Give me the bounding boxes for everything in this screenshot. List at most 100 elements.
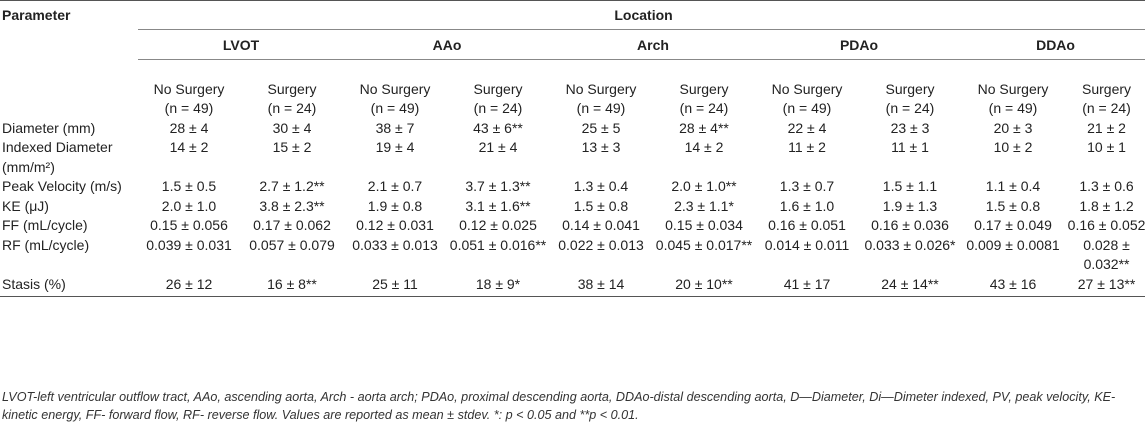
group-n: (n = 49) xyxy=(164,100,214,116)
value-cell: 10 ± 2 xyxy=(993,139,1033,155)
value-cell: 2.0 ± 1.0 xyxy=(161,197,217,214)
site-header-lvot: LVOT xyxy=(138,29,344,60)
group-header-cell: Surgery (n = 24) xyxy=(1064,59,1145,119)
group-header-cell: Surgery (n = 24) xyxy=(858,59,962,119)
value-cell: 23 ± 3 xyxy=(890,119,930,136)
value-cell: 0.16 ± 0.036 xyxy=(871,217,949,233)
parameter-cell: FF (mL/cycle) xyxy=(2,217,88,233)
site-header-ddao: DDAo xyxy=(962,29,1145,60)
value-cell: 18 ± 9* xyxy=(446,274,550,297)
value-cell: 21 ± 2 xyxy=(1087,119,1126,136)
value-cell: 26 ± 12 xyxy=(138,274,240,297)
results-table: Parameter Location LVOT AAo Arch PDAo DD… xyxy=(0,0,1145,297)
value-cell: 1.5 ± 1.1 xyxy=(882,178,938,194)
site-header-pdao: PDAo xyxy=(756,29,962,60)
value-cell: 0.17 ± 0.062 xyxy=(253,217,331,233)
value-cell: 19 ± 4 xyxy=(375,139,415,155)
group-header-cell: No Surgery (n = 49) xyxy=(550,59,652,119)
group-name: No Surgery xyxy=(153,80,225,97)
value-cell: 3.7 ± 1.3** xyxy=(465,178,531,194)
value-cell: 25 ± 11 xyxy=(344,274,446,297)
value-cell: 1.6 ± 1.0 xyxy=(779,197,835,214)
value-cell: 20 ± 10** xyxy=(652,274,756,297)
value-cell: 1.5 ± 0.8 xyxy=(573,197,629,214)
value-cell: 13 ± 3 xyxy=(581,139,621,155)
group-name: Surgery xyxy=(885,80,935,97)
value-cell: 22 ± 4 xyxy=(787,119,827,136)
group-name: No Surgery xyxy=(565,80,637,97)
value-cell: 38 ± 7 xyxy=(375,119,415,136)
value-cell: 0.028 ± 0.032** xyxy=(1083,236,1130,273)
value-cell: 1.3 ± 0.4 xyxy=(573,178,629,194)
value-cell: 1.5 ± 0.5 xyxy=(161,178,217,194)
value-cell: 3.1 ± 1.6** xyxy=(465,197,531,214)
value-cell: 0.12 ± 0.025 xyxy=(459,217,537,233)
group-name: Surgery xyxy=(473,80,523,97)
group-n: (n = 24) xyxy=(473,100,523,116)
site-header-arch: Arch xyxy=(550,29,756,60)
group-name: No Surgery xyxy=(977,80,1049,97)
value-cell: 15 ± 2 xyxy=(272,139,312,155)
value-cell: 0.033 ± 0.013 xyxy=(352,236,438,253)
site-header-aao: AAo xyxy=(344,29,550,60)
parameter-cell: KE (μJ) xyxy=(2,197,49,214)
group-header-cell: No Surgery (n = 49) xyxy=(344,59,446,119)
value-cell: 43 ± 6** xyxy=(473,119,523,136)
value-cell: 21 ± 4 xyxy=(478,139,518,155)
value-cell: 10 ± 1 xyxy=(1087,139,1126,155)
value-cell: 11 ± 2 xyxy=(788,139,826,155)
group-header-cell: No Surgery (n = 49) xyxy=(138,59,240,119)
value-cell: 0.17 ± 0.049 xyxy=(974,217,1052,233)
value-cell: 1.1 ± 0.4 xyxy=(985,178,1041,194)
group-n: (n = 49) xyxy=(576,100,626,116)
group-header-cell: No Surgery (n = 49) xyxy=(962,59,1064,119)
table-row: FF (mL/cycle) 0.15 ± 0.056 0.17 ± 0.062 0.1… xyxy=(0,216,1145,236)
value-cell: 0.15 ± 0.056 xyxy=(150,217,228,233)
value-cell: 0.16 ± 0.052 xyxy=(1067,217,1145,233)
group-n: (n = 24) xyxy=(679,100,729,116)
value-cell: 0.045 ± 0.017** xyxy=(655,236,753,253)
group-name: Surgery xyxy=(267,80,317,97)
value-cell: 41 ± 17 xyxy=(756,274,858,297)
value-cell: 2.7 ± 1.2** xyxy=(259,178,325,194)
value-cell: 2.3 ± 1.1* xyxy=(674,197,734,214)
parameter-cell: Peak Velocity (m/s) xyxy=(2,178,122,194)
group-name: Surgery xyxy=(679,80,729,97)
value-cell: 1.3 ± 0.6 xyxy=(1079,178,1134,194)
parameter-cell: Diameter (mm) xyxy=(2,119,96,136)
group-header-cell: Surgery (n = 24) xyxy=(652,59,756,119)
table-row: Diameter (mm) 28 ± 4 30 ± 4 38 ± 7 43 ± 6** 2… xyxy=(0,119,1145,139)
value-cell: 1.9 ± 1.3 xyxy=(882,197,938,214)
group-header-cell: No Surgery (n = 49) xyxy=(756,59,858,119)
value-cell: 0.051 ± 0.016** xyxy=(449,236,547,253)
value-cell: 2.0 ± 1.0** xyxy=(671,178,737,194)
value-cell: 0.033 ± 0.026* xyxy=(864,236,956,253)
value-cell: 0.014 ± 0.011 xyxy=(764,236,850,253)
value-cell: 0.14 ± 0.041 xyxy=(562,217,640,233)
group-n: (n = 24) xyxy=(267,100,317,116)
location-header: Location xyxy=(138,0,1145,30)
value-cell: 0.12 ± 0.031 xyxy=(356,217,434,233)
value-cell: 3.8 ± 2.3** xyxy=(259,197,325,214)
parameter-cell: Stasis (%) xyxy=(0,274,138,297)
parameter-header: Parameter xyxy=(2,7,71,23)
value-cell: 0.15 ± 0.034 xyxy=(665,217,743,233)
value-cell: 24 ± 14** xyxy=(858,274,962,297)
group-name: Surgery xyxy=(1082,80,1132,97)
group-n: (n = 49) xyxy=(988,100,1038,116)
value-cell: 25 ± 5 xyxy=(581,119,621,136)
value-cell: 1.5 ± 0.8 xyxy=(985,197,1041,214)
table-body: Diameter (mm) 28 ± 4 30 ± 4 38 ± 7 43 ± 6** 2… xyxy=(0,119,1145,297)
table-row: RF (mL/cycle) 0.039 ± 0.031 0.057 ± 0.079 0… xyxy=(0,236,1145,275)
value-cell: 1.3 ± 0.7 xyxy=(779,178,835,194)
table-row: Peak Velocity (m/s) 1.5 ± 0.5 2.7 ± 1.2** 2… xyxy=(0,177,1145,197)
group-n: (n = 24) xyxy=(1082,100,1131,116)
table-row: Stasis (%) 26 ± 12 16 ± 8** 25 ± 11 18 ± 9* 3… xyxy=(0,274,1145,297)
table-row: Indexed Diameter (mm/m²) 14 ± 2 15 ± 2 19 ±… xyxy=(0,138,1145,177)
value-cell: 27 ± 13** xyxy=(1064,274,1145,297)
group-header-cell: Surgery (n = 24) xyxy=(446,59,550,119)
group-header-row: No Surgery (n = 49) Surgery (n = 24) No Surg… xyxy=(0,59,1145,119)
value-cell: 28 ± 4** xyxy=(679,119,729,136)
value-cell: 16 ± 8** xyxy=(240,274,344,297)
